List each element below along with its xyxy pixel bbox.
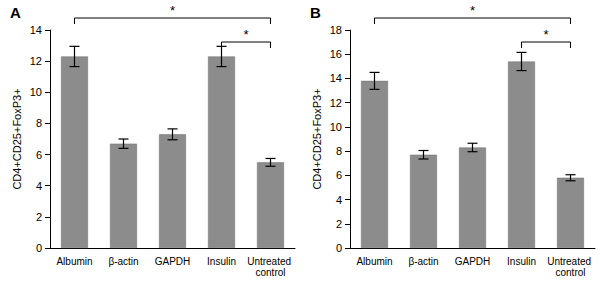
svg-text:18: 18 [330,24,342,36]
svg-text:*: * [170,3,175,18]
svg-text:Untreated: Untreated [247,256,294,267]
svg-text:β-actin: β-actin [108,256,138,267]
svg-text:Albumin: Albumin [356,256,392,267]
svg-text:8: 8 [336,145,342,157]
svg-text:2: 2 [36,211,42,223]
svg-text:12: 12 [30,55,42,67]
svg-text:CD4+CD25+FoxP3+: CD4+CD25+FoxP3+ [311,88,323,189]
svg-text:GAPDH: GAPDH [155,256,191,267]
svg-text:β-actin: β-actin [408,256,438,267]
svg-text:4: 4 [336,194,342,206]
svg-text:Untreated: Untreated [547,256,594,267]
svg-text:*: * [243,27,248,42]
svg-text:0: 0 [36,242,42,254]
svg-text:12: 12 [330,97,342,109]
svg-text:B: B [310,4,321,21]
svg-text:control: control [255,267,285,278]
svg-text:8: 8 [36,117,42,129]
svg-text:GAPDH: GAPDH [455,256,491,267]
svg-text:*: * [470,3,475,18]
svg-text:14: 14 [30,24,42,36]
svg-text:A: A [10,4,21,21]
svg-text:CD4+CD25+FoxP3+: CD4+CD25+FoxP3+ [11,88,23,189]
svg-text:4: 4 [36,180,42,192]
svg-text:*: * [543,27,548,42]
svg-text:Insulin: Insulin [507,256,536,267]
svg-text:10: 10 [30,86,42,98]
svg-text:14: 14 [330,72,342,84]
svg-text:16: 16 [330,48,342,60]
svg-text:2: 2 [336,218,342,230]
svg-text:Insulin: Insulin [207,256,236,267]
svg-text:10: 10 [330,121,342,133]
svg-text:6: 6 [336,169,342,181]
svg-text:6: 6 [36,149,42,161]
svg-text:control: control [555,267,585,278]
svg-text:Albumin: Albumin [56,256,92,267]
svg-text:0: 0 [336,242,342,254]
